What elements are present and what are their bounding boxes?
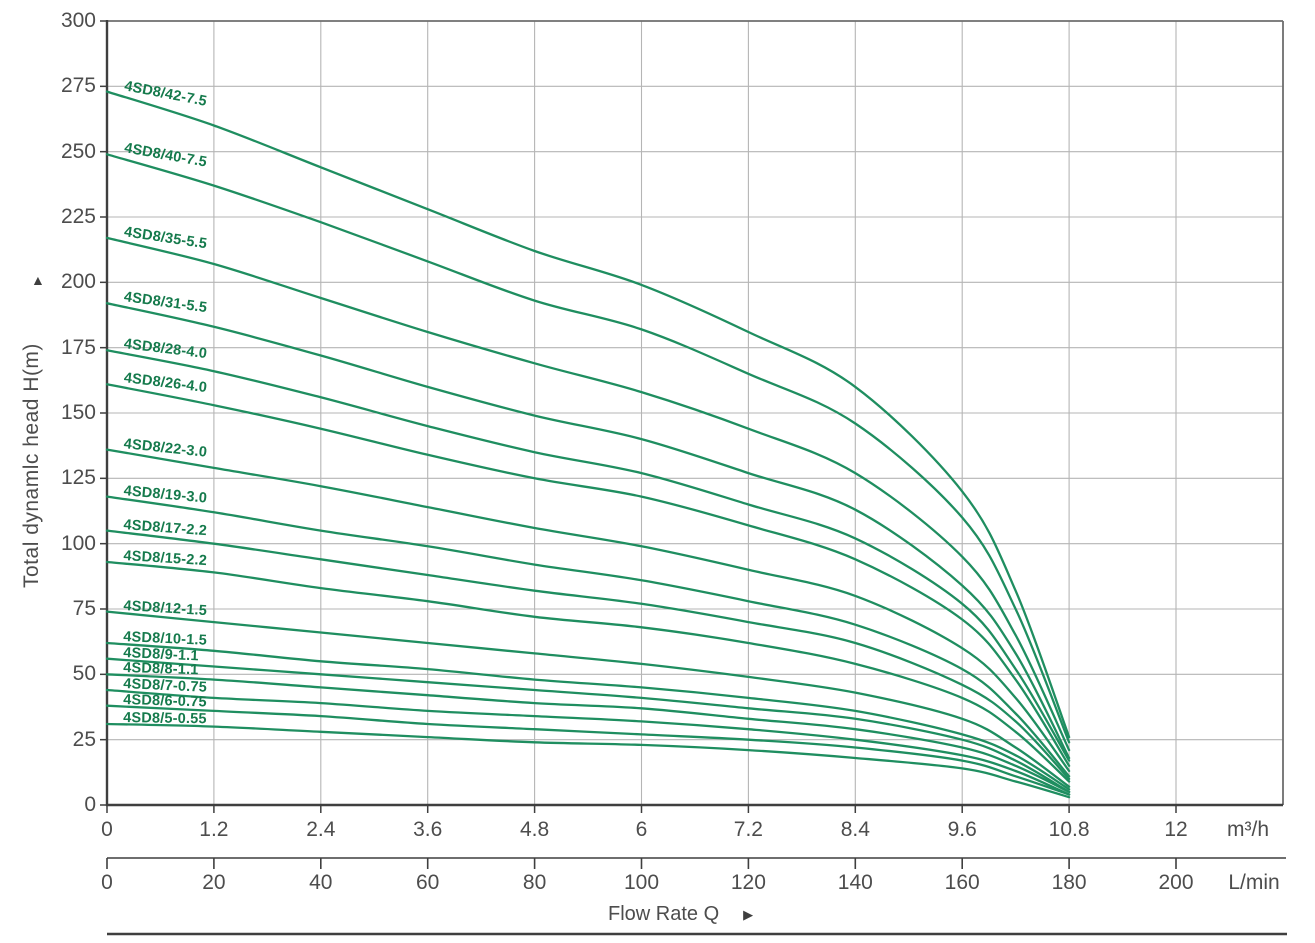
x-tick-label-lmin: 40 (309, 871, 333, 894)
x-tick-label-m3h: 8.4 (840, 818, 870, 841)
pump-curve-4SD8/42-7.5 (105, 90, 1071, 739)
pump-curve-4SD8/28-4.0 (105, 349, 1071, 762)
x-tick-label-m3h: 6 (635, 818, 648, 841)
y-tick-label: 300 (60, 9, 96, 32)
pump-curve-4SD8/5-0.55 (105, 722, 1071, 799)
y-tick-label: 0 (84, 793, 96, 816)
y-tick-label: 175 (60, 335, 96, 359)
pump-curve-4SD8/17-2.2 (105, 529, 1071, 781)
x-axis-unit-m3h: m³/h (1227, 818, 1269, 841)
pump-curve-4SD8/35-5.5 (105, 236, 1071, 752)
y-axis-arrow-up-icon: ▲ (31, 272, 45, 288)
y-tick-label: 50 (72, 662, 96, 686)
y-tick-label: 125 (60, 466, 96, 490)
x-tick-label-m3h: 10.8 (1048, 818, 1090, 841)
x-tick-label-lmin: 140 (837, 871, 873, 894)
pump-curve-4SD8/26-4.0 (105, 383, 1071, 767)
pump-curve-4SD8/7-0.75 (105, 688, 1071, 796)
x-tick-label-m3h: 1.2 (199, 818, 229, 841)
y-tick-label: 150 (60, 401, 96, 424)
pump-curve-4SD8/10-1.5 (105, 641, 1071, 791)
x-tick-label-lmin: 60 (416, 871, 440, 894)
pump-curve-4SD8/6-0.75 (105, 704, 1071, 796)
x-tick-label-lmin: 80 (522, 871, 547, 894)
x-tick-label-m3h: 4.8 (519, 818, 550, 841)
pump-curve-4SD8/22-3.0 (105, 448, 1071, 773)
pump-curve-4SD8/8-1.1 (105, 673, 1071, 794)
y-tick-label: 75 (72, 597, 96, 620)
y-tick-label: 100 (60, 531, 96, 555)
x-tick-label-m3h: 0 (101, 818, 113, 841)
x-tick-label-m3h: 12 (1164, 818, 1188, 841)
x-tick-label-lmin: 0 (101, 871, 113, 894)
arrow-right-icon: ▶ (743, 906, 754, 922)
pump-curve-4SD8/40-7.5 (105, 153, 1071, 744)
pump-curve-4SD8/19-3.0 (105, 495, 1071, 778)
x-tick-label-lmin: 120 (730, 871, 766, 894)
pump-curve-4SD8/31-5.5 (105, 302, 1071, 760)
y-tick-label: 250 (60, 139, 96, 163)
x-axis-title-text: Flow Rate Q (608, 903, 720, 925)
x-tick-label-m3h: 3.6 (413, 818, 443, 841)
pump-curve-4SD8/12-1.5 (105, 610, 1071, 788)
y-axis-title: Total dynamlc head H(m) (20, 343, 43, 588)
x-tick-label-m3h: 2.4 (306, 818, 336, 841)
curve-label-4SD8/5-0.55: 4SD8/5-0.55 (123, 709, 207, 728)
x-tick-label-m3h: 9.6 (947, 818, 977, 841)
y-tick-label: 225 (60, 205, 96, 228)
x-tick-label-lmin: 20 (202, 871, 226, 894)
x-axis-unit-lmin: L/min (1228, 871, 1280, 894)
pump-curve-4SD8/9-1.1 (105, 657, 1071, 794)
x-axis-title: Flow Rate Q ▶ (608, 903, 753, 926)
x-tick-label-lmin: 180 (1051, 871, 1087, 894)
x-tick-label-lmin: 200 (1158, 871, 1194, 894)
y-tick-label: 200 (60, 270, 96, 294)
y-tick-label: 275 (60, 74, 96, 98)
x-tick-label-m3h: 7.2 (733, 818, 763, 841)
pump-curve-4SD8/15-2.2 (105, 560, 1071, 783)
x-tick-label-lmin: 100 (623, 871, 660, 894)
x-tick-label-lmin: 160 (944, 871, 980, 894)
y-tick-label: 25 (72, 727, 96, 751)
curve-label-4SD8/6-0.75: 4SD8/6-0.75 (123, 691, 208, 711)
